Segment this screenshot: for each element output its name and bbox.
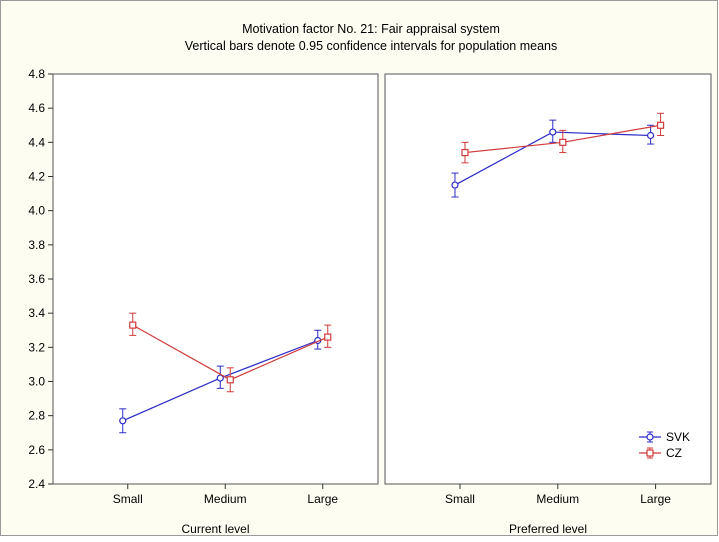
data-point: [129, 321, 137, 329]
x-tick-label: Medium: [204, 492, 247, 506]
legend-label: SVK: [666, 430, 690, 444]
y-tick-label: 4.6: [28, 101, 45, 115]
y-tick-label: 4.4: [28, 135, 45, 149]
y-tick-label: 3.0: [28, 375, 45, 389]
x-axis-label: Preferred level: [509, 522, 587, 536]
data-point: [656, 121, 665, 129]
data-point: [451, 181, 459, 189]
legend-label: CZ: [666, 446, 682, 460]
panels-group: 2.4 2.6 2.8 3.0 3.2 3.4 3.6 3.8 4.0 4.2 4.4 4.6 4.8 S…: [28, 67, 712, 536]
panel-2: Small Medium Large Preferred level: [384, 73, 712, 536]
data-point: [646, 131, 655, 140]
legend: SVK CZ: [639, 430, 690, 460]
y-tick-label: 3.2: [28, 340, 45, 354]
series-cz: [461, 112, 665, 164]
plot-area: [384, 73, 712, 485]
y-tick-label: 3.4: [28, 306, 45, 320]
data-point: [559, 138, 567, 146]
legend-item-cz: CZ: [639, 446, 682, 460]
plot-area: [52, 73, 379, 485]
series-cz: [129, 312, 332, 393]
legend-item-svk: SVK: [639, 430, 690, 444]
y-tick-label: 3.8: [28, 238, 45, 252]
x-tick-label: Large: [307, 492, 338, 506]
x-tick-label: Small: [445, 492, 475, 506]
y-tick-label: 2.8: [28, 409, 45, 423]
y-tick-label: 3.6: [28, 272, 45, 286]
chart-subtitle: Vertical bars denote 0.95 confidence int…: [185, 39, 557, 53]
x-axis-label: Current level: [181, 522, 249, 536]
data-point: [461, 148, 469, 157]
data-point: [324, 333, 332, 341]
y-tick-label: 4.2: [28, 170, 45, 184]
x-tick-label: Medium: [536, 492, 579, 506]
data-point: [119, 417, 127, 425]
series-svk: [451, 119, 655, 198]
y-tick-label: 4.8: [28, 67, 45, 81]
series-svk: [119, 329, 322, 434]
data-point: [549, 128, 557, 136]
panel-1: 2.4 2.6 2.8 3.0 3.2 3.4 3.6 3.8 4.0 4.2 4.4 4.6 4.8 S…: [28, 67, 379, 536]
chart-title: Motivation factor No. 21: Fair appraisal…: [242, 22, 500, 36]
data-point: [226, 376, 234, 384]
x-tick-label: Large: [640, 492, 671, 506]
x-tick-label: Small: [113, 492, 143, 506]
y-tick-label: 4.0: [28, 204, 45, 218]
legend-marker: [646, 433, 654, 441]
legend-marker: [646, 449, 654, 457]
data-point: [216, 374, 224, 382]
y-tick-label: 2.4: [28, 477, 45, 491]
y-tick-label: 2.6: [28, 443, 45, 457]
